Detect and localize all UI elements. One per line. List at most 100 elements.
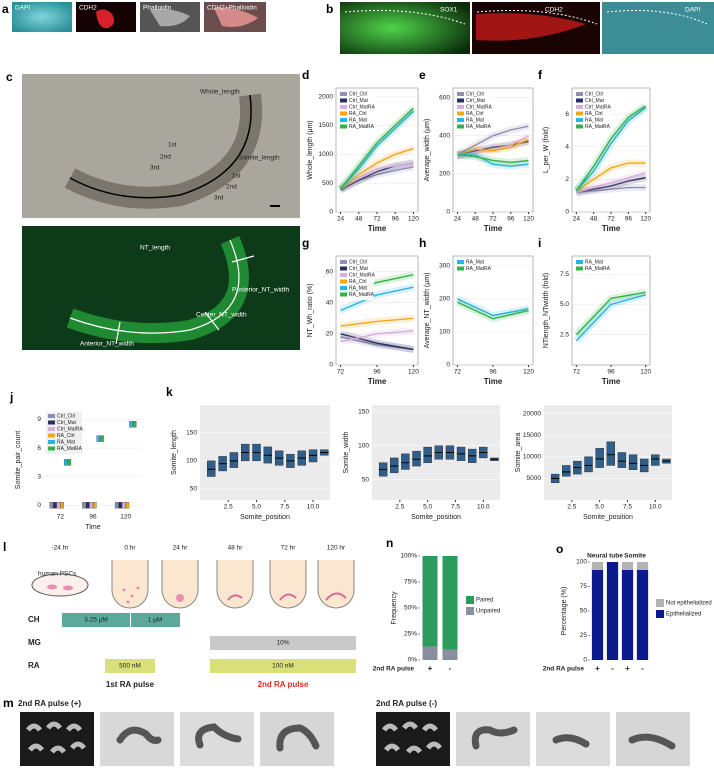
condition-label: 1 µM (148, 617, 163, 624)
x-tick-label: 120 (640, 216, 651, 223)
annotation: 1st (232, 173, 241, 180)
cells-label: human PSCs (38, 571, 77, 578)
legend-label: Ctrl_MatRA (349, 104, 376, 110)
x-tick-label: - (641, 664, 644, 673)
x-axis-title: 2nd RA pulse (543, 666, 585, 673)
bar-segment (606, 562, 619, 660)
x-tick-label: - (611, 664, 614, 673)
legend-label: RA_Mat (585, 259, 604, 265)
bar-segment (442, 649, 458, 660)
legend-swatch (340, 118, 347, 122)
legend-label: Ctrl_Ctrl (585, 91, 603, 97)
image-label: CDH2 (79, 5, 97, 12)
x-tick-label: 5.0 (252, 504, 261, 511)
y-tick-label: 40 (326, 299, 334, 306)
y-tick-label: 5.0 (560, 301, 569, 308)
legend-label: Ctrl_Mat (585, 98, 605, 104)
y-tick-label: 20000 (523, 410, 541, 417)
annotation: 3rd (150, 165, 160, 172)
image-label: Phalloidin (143, 5, 172, 12)
box (82, 502, 86, 509)
wells (111, 560, 355, 609)
panel-label: f (538, 68, 543, 82)
x-axis-title: Somite_position (240, 514, 290, 521)
x-tick-label: 48 (472, 216, 480, 223)
box (595, 447, 604, 468)
x-tick-label: 7.5 (623, 504, 632, 511)
bar-segment (591, 562, 604, 570)
legend-swatch (457, 92, 464, 96)
x-tick-label: 2.5 (567, 504, 576, 511)
organoids (227, 592, 347, 601)
group-label: Neural tube (587, 553, 623, 560)
bar-segment (621, 562, 634, 570)
legend-label: Unpaired (476, 609, 500, 615)
x-tick-label: 120 (523, 216, 534, 223)
y-tick-label: 50 (190, 486, 198, 493)
condition-label: 10% (276, 640, 289, 647)
panel-label: b (326, 2, 333, 16)
legend-swatch (48, 440, 55, 444)
y-tick-label: 500 (322, 180, 333, 187)
legend-swatch (457, 266, 464, 271)
legend-label: Ctrl_MatRA (57, 426, 84, 432)
legend-swatch (466, 607, 474, 615)
y-tick-label: 0 (446, 362, 450, 369)
series-line (457, 125, 529, 156)
x-tick-label: 96 (625, 216, 633, 223)
group-label: Somite (624, 553, 646, 560)
time-label: 24 hr (173, 545, 189, 552)
series-line (340, 333, 414, 351)
y-tick-label: 2 (565, 176, 569, 183)
legend-label: RA_Ctrl (349, 279, 367, 285)
y-tick-label: 0 (329, 209, 333, 216)
legend-swatch (340, 266, 347, 271)
x-tick-label: 72 (57, 514, 65, 521)
y-tick-label: 15000 (523, 432, 541, 439)
legend-label: Ctrl_Mat (57, 420, 77, 426)
legend-label: RA_Ctrl (349, 111, 367, 117)
legend-swatch (340, 273, 347, 277)
legend-swatch (656, 599, 664, 607)
legend-swatch (576, 124, 583, 129)
x-axis-title: Time (602, 224, 621, 233)
x-tick-label: 120 (120, 514, 131, 521)
legend-swatch (576, 111, 583, 116)
series-line (457, 301, 529, 320)
panel-label: o (556, 542, 563, 556)
legend-swatch (576, 98, 583, 103)
x-tick-label: 2.5 (395, 504, 404, 511)
series-line (575, 105, 647, 192)
x-tick-label: 120 (523, 369, 534, 376)
panel-label: c (6, 70, 13, 84)
box (53, 502, 57, 509)
box (85, 502, 90, 509)
x-tick-label: 10.0 (649, 504, 662, 511)
y-tick-label: 300 (439, 263, 450, 270)
legend-label: Ctrl_Mat (349, 98, 369, 104)
box (628, 454, 638, 470)
box (89, 502, 93, 509)
series-line (576, 177, 646, 194)
series-line (575, 291, 646, 336)
box (132, 421, 137, 428)
x-tick-label: 10.0 (307, 504, 320, 511)
box (412, 450, 421, 467)
image (12, 2, 72, 32)
legend-label: RA_Mat (57, 439, 76, 445)
legend-label: RA_MatRA (349, 292, 375, 298)
annotation: Center_NT_width (196, 312, 247, 319)
legend-swatch (576, 118, 583, 122)
series-line (457, 138, 529, 156)
bar-segment (422, 556, 438, 647)
legend-label: Ctrl_Ctrl (57, 413, 75, 419)
y-tick-label: 0 (565, 209, 569, 216)
x-tick-label: 72 (489, 216, 497, 223)
legend-label: RA_Ctrl (585, 111, 603, 117)
panel-label: i (538, 236, 541, 250)
y-tick-label: 2.5 (560, 331, 569, 338)
x-tick-label: 7.5 (280, 504, 289, 511)
y-tick-label: 100% (400, 553, 417, 560)
panel-label: a (2, 2, 9, 16)
